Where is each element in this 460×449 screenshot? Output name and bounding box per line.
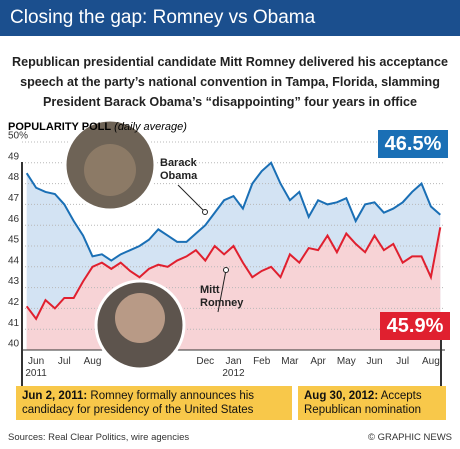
y-tick-label: 50% bbox=[8, 131, 28, 142]
x-tick-label: Mar bbox=[281, 356, 299, 367]
x-tick-label: Dec bbox=[196, 356, 215, 367]
subtitle: Republican presidential candidate Mitt R… bbox=[11, 55, 448, 109]
label-dot bbox=[223, 267, 229, 273]
y-tick-label: 43 bbox=[8, 276, 20, 287]
romney-photo-face bbox=[115, 293, 165, 343]
annotation-text: Romney formally announces his candidacy … bbox=[22, 390, 255, 416]
x-tick-label: May bbox=[336, 356, 356, 367]
annotation: Jun 2, 2011: Romney formally announces h… bbox=[16, 386, 292, 420]
x-tick-label: Jun 2011 bbox=[25, 356, 47, 379]
x-tick-label: Feb bbox=[253, 356, 271, 367]
chart-title: POPULARITY POLL bbox=[8, 121, 112, 133]
x-tick-label: Apr bbox=[310, 356, 326, 367]
x-tick-label: Aug bbox=[421, 356, 440, 367]
x-tick-label: Jul bbox=[396, 356, 410, 367]
series-label: Mitt Romney bbox=[200, 284, 244, 309]
line bbox=[25, 161, 441, 262]
label-pointer bbox=[177, 184, 206, 213]
label-dot bbox=[202, 209, 208, 215]
x-tick-label: Jun bbox=[366, 356, 383, 367]
series-label: Barack Obama bbox=[160, 157, 198, 182]
x-tick-label: Aug bbox=[83, 356, 102, 367]
sources: Sources: Real Clear Politics, wire agenc… bbox=[8, 432, 190, 443]
y-tick-label: 46 bbox=[8, 214, 20, 225]
annotation-date: Aug 30, 2012: bbox=[304, 390, 379, 402]
obama-photo-face bbox=[84, 144, 136, 196]
y-tick-label: 42 bbox=[8, 297, 20, 308]
annotation-date: Jun 2, 2011: bbox=[22, 390, 88, 402]
value-callout: 46.5% bbox=[378, 130, 448, 158]
title: Closing the gap: Romney vs Obama bbox=[0, 0, 460, 36]
y-tick-label: 47 bbox=[8, 193, 20, 204]
label-pointer bbox=[217, 269, 227, 313]
credit: © GRAPHIC NEWS bbox=[367, 432, 452, 443]
y-tick-label: 41 bbox=[8, 318, 20, 329]
x-tick-label: Jan 2012 bbox=[222, 356, 245, 379]
y-tick-label: 49 bbox=[8, 151, 20, 162]
y-tick-label: 40 bbox=[8, 339, 20, 350]
annotation: Aug 30, 2012: Accepts Republican nominat… bbox=[298, 386, 446, 420]
x-tick-label: Jul bbox=[57, 356, 71, 367]
value-callout: 45.9% bbox=[380, 312, 450, 340]
chart-subtitle: (daily average) bbox=[114, 121, 187, 133]
y-tick-label: 45 bbox=[8, 235, 20, 246]
y-tick-label: 44 bbox=[8, 255, 20, 266]
line bbox=[25, 227, 442, 321]
chart-heading: POPULARITY POLL (daily average) bbox=[8, 121, 187, 133]
y-tick-label: 48 bbox=[8, 172, 20, 183]
annotation-text: Accepts Republican nomination bbox=[304, 390, 422, 416]
